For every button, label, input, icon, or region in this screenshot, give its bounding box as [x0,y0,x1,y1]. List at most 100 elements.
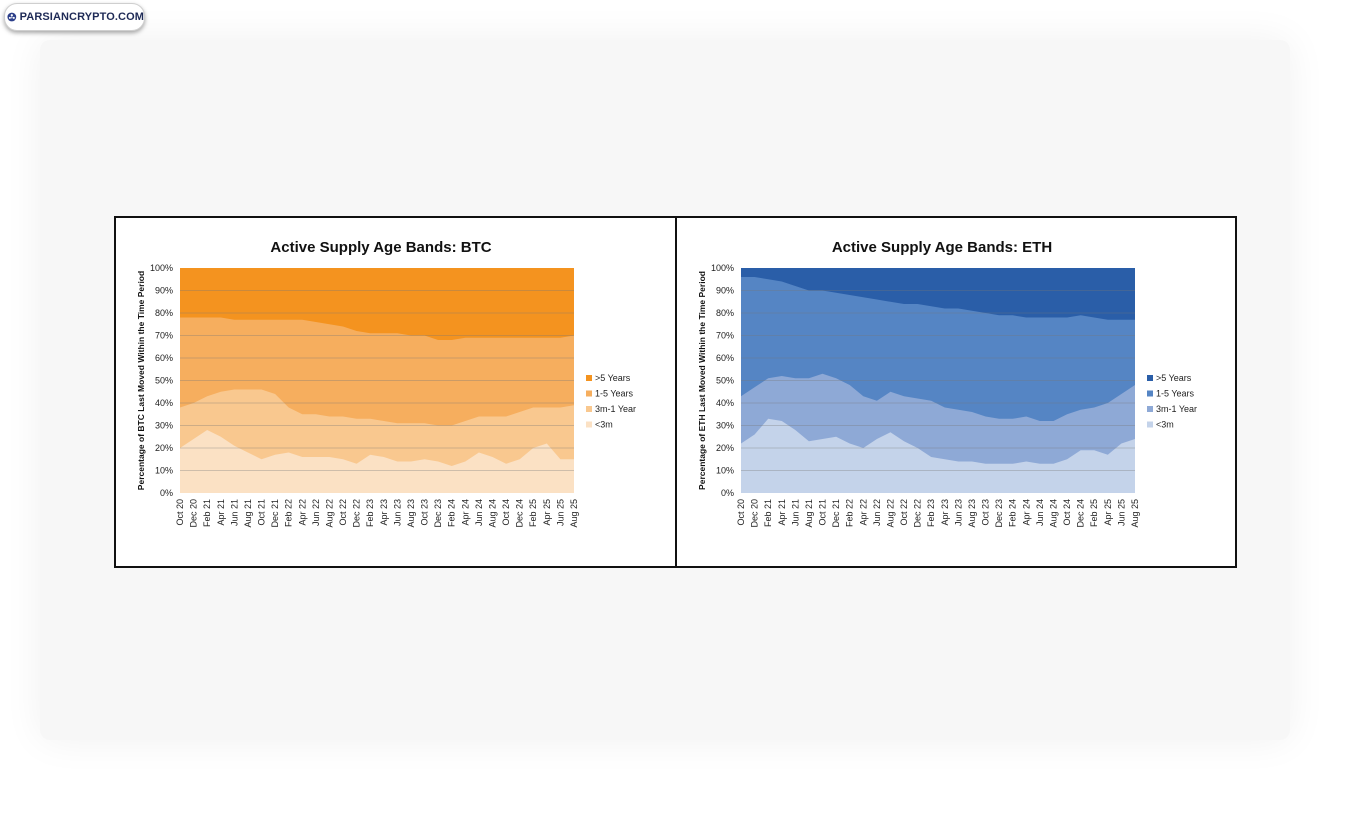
eth-x-tick-label: Feb 23 [926,499,936,527]
eth-x-tick-label: Oct 22 [899,499,909,526]
btc-y-tick-label: 10% [155,466,173,476]
btc-y-tick-label: 50% [155,376,173,386]
btc-x-tick-label: Dec 24 [515,499,525,528]
eth-x-tick-label: Apr 24 [1021,499,1031,526]
eth-x-tick-label: Jun 23 [953,499,963,526]
eth-x-tick-label: Oct 21 [818,499,828,526]
eth-legend-swatch [1147,421,1153,428]
btc-x-tick-label: Aug 23 [406,499,416,528]
eth-x-tick-label: Apr 22 [858,499,868,526]
btc-area--3m [180,430,574,493]
eth-x-tick-label: Dec 21 [831,499,841,528]
eth-y-tick-label: 0% [721,488,734,498]
eth-x-tick-label: Dec 22 [913,499,923,528]
eth-x-tick-label: Dec 20 [750,499,760,528]
btc-x-tick-label: Oct 24 [501,499,511,526]
btc-x-tick-label: Aug 22 [324,499,334,528]
eth-legend-label: 3m-1 Year [1156,404,1197,414]
eth-x-tick-label: Oct 23 [981,499,991,526]
btc-legend-label: >5 Years [595,373,631,383]
eth-x-tick-label: Aug 24 [1048,499,1058,528]
btc-x-tick-label: Feb 22 [284,499,294,527]
eth-legend-swatch [1147,390,1153,397]
charts-divider [675,216,677,568]
eth-chart: Active Supply Age Bands: ETH Percentage o… [697,239,1197,528]
btc-legend-swatch [586,421,592,428]
eth-x-tick-label: Feb 25 [1089,499,1099,527]
btc-y-tick-label: 70% [155,331,173,341]
btc-y-tick-label: 0% [160,488,173,498]
btc-x-tick-label: Jun 23 [392,499,402,526]
eth-chart-title: Active Supply Age Bands: ETH [832,239,1052,256]
eth-x-tick-label: Apr 21 [777,499,787,526]
btc-y-tick-label: 80% [155,308,173,318]
eth-y-tick-label: 40% [716,398,734,408]
btc-legend-label: 1-5 Years [595,389,634,399]
eth-x-tick-label: Apr 25 [1103,499,1113,526]
eth-x-tick-label: Feb 24 [1008,499,1018,527]
eth-x-tick-label: Feb 22 [845,499,855,527]
eth-x-tick-label: Oct 20 [736,499,746,526]
eth-y-tick-label: 70% [716,331,734,341]
eth-y-tick-label: 10% [716,466,734,476]
eth-legend-label: 1-5 Years [1156,389,1195,399]
logo-text: PARSIANCRYPTO.COM [19,11,144,23]
btc-y-tick-label: 100% [150,263,173,273]
btc-x-tick-label: Jun 21 [229,499,239,526]
eth-x-tick-label: Jun 21 [790,499,800,526]
eth-x-tick-label: Aug 25 [1130,499,1140,528]
btc-x-tick-label: Jun 25 [555,499,565,526]
eth-y-tick-label: 50% [716,376,734,386]
btc-legend-swatch [586,375,592,381]
btc-x-tick-label: Feb 23 [365,499,375,527]
btc-x-tick-label: Apr 23 [379,499,389,526]
btc-y-tick-label: 90% [155,286,173,296]
btc-x-tick-label: Oct 21 [257,499,267,526]
eth-y-axis-label: Percentage of ETH Last Moved Within the … [697,271,707,490]
btc-x-tick-label: Feb 25 [528,499,538,527]
eth-x-tick-label: Jun 25 [1116,499,1126,526]
btc-x-tick-label: Dec 20 [189,499,199,528]
btc-x-tick-label: Feb 21 [202,499,212,527]
btc-x-tick-label: Oct 20 [175,499,185,526]
btc-y-tick-label: 60% [155,353,173,363]
site-logo-badge[interactable]: PARSIANCRYPTO.COM [4,3,145,31]
btc-x-tick-label: Jun 22 [311,499,321,526]
eth-x-tick-label: Apr 23 [940,499,950,526]
eth-area--3m [741,418,1135,493]
btc-x-tick-label: Dec 21 [270,499,280,528]
eth-y-tick-label: 30% [716,421,734,431]
btc-x-tick-label: Apr 22 [297,499,307,526]
btc-legend-swatch [586,406,592,412]
btc-x-tick-label: Feb 24 [447,499,457,527]
btc-chart-title: Active Supply Age Bands: BTC [270,239,491,256]
eth-y-tick-label: 90% [716,286,734,296]
btc-x-tick-label: Aug 25 [569,499,579,528]
btc-legend-swatch [586,390,592,397]
eth-x-tick-label: Oct 24 [1062,499,1072,526]
eth-x-tick-label: Aug 21 [804,499,814,528]
btc-y-axis-label: Percentage of BTC Last Moved Within the … [136,271,146,490]
eth-y-tick-label: 100% [711,263,734,273]
eth-x-tick-label: Aug 22 [885,499,895,528]
btc-x-tick-label: Dec 23 [433,499,443,528]
eth-x-tick-label: Feb 21 [763,499,773,527]
logo-icon [7,12,17,22]
eth-y-tick-label: 20% [716,443,734,453]
btc-legend-label: <3m [595,420,613,430]
eth-x-tick-label: Dec 24 [1076,499,1086,528]
eth-legend-swatch [1147,406,1153,412]
btc-x-tick-label: Apr 25 [542,499,552,526]
btc-x-tick-label: Oct 23 [420,499,430,526]
eth-x-tick-label: Jun 22 [872,499,882,526]
btc-x-tick-label: Jun 24 [474,499,484,526]
btc-x-tick-label: Apr 24 [460,499,470,526]
btc-x-tick-label: Aug 24 [487,499,497,528]
eth-y-tick-label: 60% [716,353,734,363]
btc-chart: Active Supply Age Bands: BTC Percentage o… [136,239,636,528]
btc-y-tick-label: 30% [155,421,173,431]
eth-x-tick-label: Dec 23 [994,499,1004,528]
eth-y-tick-label: 80% [716,308,734,318]
btc-x-tick-label: Aug 21 [243,499,253,528]
btc-legend-label: 3m-1 Year [595,404,636,414]
